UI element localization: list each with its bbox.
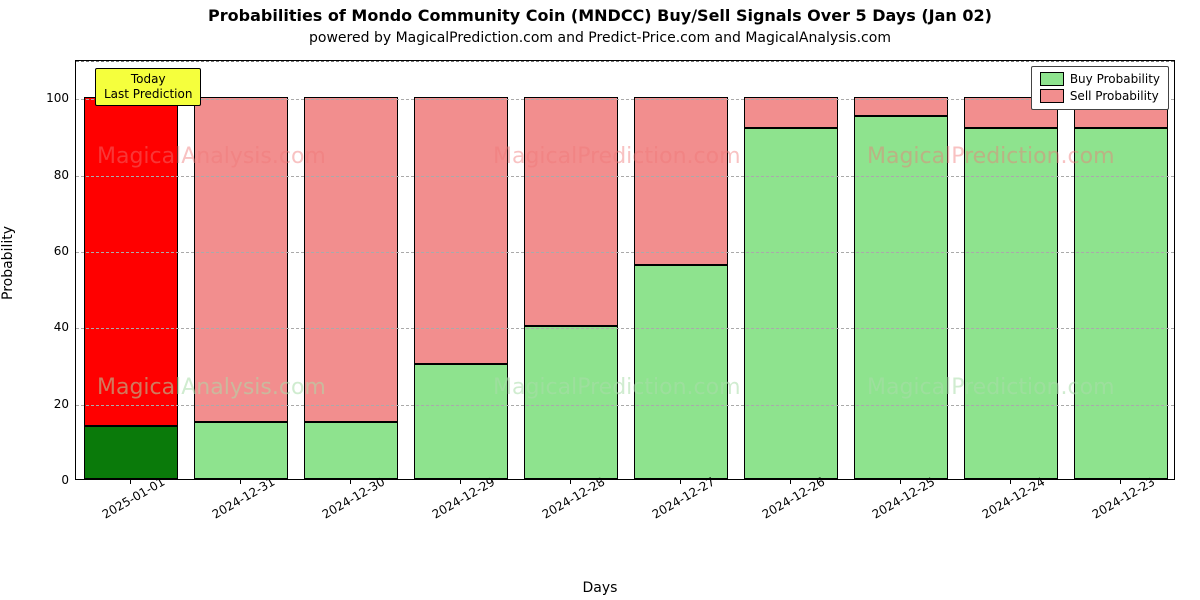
bar-segment-sell	[744, 97, 839, 128]
x-tick-mark	[350, 480, 351, 484]
x-tick-label: 2024-12-28	[540, 475, 607, 522]
x-tick-mark	[130, 480, 131, 484]
chart-title: Probabilities of Mondo Community Coin (M…	[0, 6, 1200, 25]
bar-segment-buy	[304, 422, 399, 479]
chart-container: Probabilities of Mondo Community Coin (M…	[0, 0, 1200, 600]
x-tick-label: 2024-12-25	[870, 475, 937, 522]
bar-segment-buy	[194, 422, 289, 479]
x-tick-mark	[570, 480, 571, 484]
x-tick-label: 2024-12-23	[1090, 475, 1157, 522]
bar-segment-sell	[304, 97, 399, 422]
legend-label: Sell Probability	[1070, 88, 1159, 105]
chart-subtitle: powered by MagicalPrediction.com and Pre…	[0, 30, 1200, 46]
callout-line: Today	[104, 72, 192, 87]
x-tick-label: 2024-12-31	[210, 475, 277, 522]
bar-segment-sell	[414, 97, 509, 364]
x-tick-mark	[1010, 480, 1011, 484]
gridline	[76, 328, 1174, 330]
reference-line	[76, 61, 1174, 63]
bar-slot	[84, 61, 179, 479]
y-axis: 020406080100	[0, 60, 75, 480]
legend-item: Buy Probability	[1040, 71, 1160, 88]
gridline	[76, 176, 1174, 178]
x-tick-label: 2024-12-29	[430, 475, 497, 522]
y-tick-label: 60	[29, 244, 69, 258]
bar-segment-sell	[524, 97, 619, 326]
bars-layer	[76, 61, 1174, 479]
x-tick-mark	[900, 480, 901, 484]
x-tick-mark	[460, 480, 461, 484]
x-axis: 2025-01-012024-12-312024-12-302024-12-29…	[75, 480, 1175, 580]
bar-segment-buy	[414, 364, 509, 479]
bar-segment-buy	[84, 426, 179, 479]
x-tick-mark	[240, 480, 241, 484]
bar-slot	[414, 61, 509, 479]
bar-segment-buy	[964, 128, 1059, 479]
bar-slot	[304, 61, 399, 479]
x-tick-label: 2024-12-26	[760, 475, 827, 522]
y-tick-label: 100	[29, 91, 69, 105]
gridline	[76, 99, 1174, 101]
bar-slot	[634, 61, 729, 479]
bar-slot	[524, 61, 619, 479]
bar-slot	[194, 61, 289, 479]
x-tick-mark	[790, 480, 791, 484]
bar-segment-buy	[744, 128, 839, 479]
legend: Buy ProbabilitySell Probability	[1031, 66, 1169, 110]
x-axis-label: Days	[0, 580, 1200, 596]
bar-segment-sell	[84, 97, 179, 425]
plot-area	[75, 60, 1175, 480]
bar-segment-buy	[1074, 128, 1169, 479]
today-callout: TodayLast Prediction	[95, 68, 201, 106]
bar-segment-buy	[854, 116, 949, 479]
y-tick-label: 0	[29, 473, 69, 487]
bar-slot	[964, 61, 1059, 479]
bar-slot	[744, 61, 839, 479]
x-tick-label: 2024-12-27	[650, 475, 717, 522]
x-tick-mark	[1120, 480, 1121, 484]
legend-label: Buy Probability	[1070, 71, 1160, 88]
x-tick-mark	[680, 480, 681, 484]
gridline	[76, 405, 1174, 407]
gridline	[76, 252, 1174, 254]
bar-slot	[1074, 61, 1169, 479]
y-tick-label: 20	[29, 397, 69, 411]
bar-segment-sell	[634, 97, 729, 265]
bar-segment-buy	[634, 265, 729, 479]
x-tick-label: 2024-12-30	[320, 475, 387, 522]
bar-segment-buy	[524, 326, 619, 479]
legend-swatch	[1040, 72, 1064, 86]
callout-line: Last Prediction	[104, 87, 192, 102]
y-tick-label: 40	[29, 320, 69, 334]
x-tick-label: 2024-12-24	[980, 475, 1047, 522]
y-tick-label: 80	[29, 168, 69, 182]
bar-segment-sell	[194, 97, 289, 422]
legend-swatch	[1040, 89, 1064, 103]
bar-slot	[854, 61, 949, 479]
x-tick-label: 2025-01-01	[100, 475, 167, 522]
legend-item: Sell Probability	[1040, 88, 1160, 105]
